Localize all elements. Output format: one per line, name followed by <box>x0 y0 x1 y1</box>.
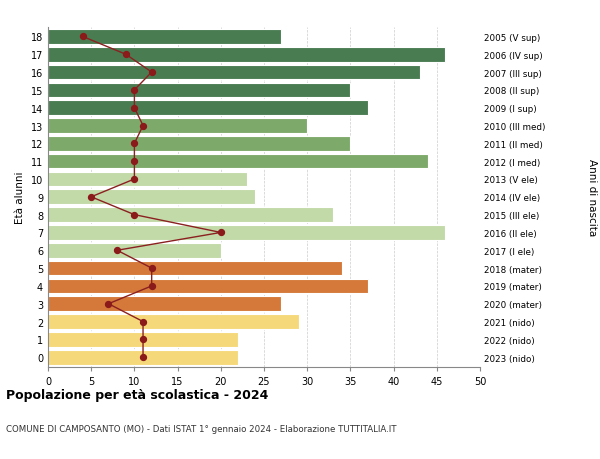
Text: COMUNE DI CAMPOSANTO (MO) - Dati ISTAT 1° gennaio 2024 - Elaborazione TUTTITALIA: COMUNE DI CAMPOSANTO (MO) - Dati ISTAT 1… <box>6 425 397 434</box>
Point <box>86 194 96 201</box>
Bar <box>48 155 428 169</box>
Bar <box>48 226 445 240</box>
Point <box>138 336 148 343</box>
Bar <box>48 332 238 347</box>
Bar <box>48 48 445 62</box>
Point <box>138 354 148 361</box>
Bar <box>48 243 221 258</box>
Point <box>147 69 157 77</box>
Point <box>138 123 148 130</box>
Point <box>130 105 139 112</box>
Bar <box>48 279 368 294</box>
Y-axis label: Età alunni: Età alunni <box>15 171 25 224</box>
Point <box>138 318 148 325</box>
Bar <box>48 119 307 134</box>
Point <box>104 300 113 308</box>
Text: Anni di nascita: Anni di nascita <box>587 159 597 236</box>
Point <box>130 87 139 95</box>
Bar <box>48 314 299 329</box>
Bar <box>48 84 350 98</box>
Point <box>130 140 139 148</box>
Bar <box>48 208 333 223</box>
Point <box>130 212 139 219</box>
Point <box>121 51 131 59</box>
Point <box>216 229 226 236</box>
Bar <box>48 30 281 45</box>
Point <box>112 247 122 254</box>
Point <box>78 34 88 41</box>
Point <box>130 176 139 183</box>
Point <box>147 283 157 290</box>
Text: Popolazione per età scolastica - 2024: Popolazione per età scolastica - 2024 <box>6 388 268 401</box>
Bar <box>48 137 350 151</box>
Bar <box>48 350 238 365</box>
Bar <box>48 261 342 276</box>
Bar <box>48 297 281 311</box>
Bar <box>48 172 247 187</box>
Bar <box>48 66 419 80</box>
Bar <box>48 101 368 116</box>
Point <box>147 265 157 272</box>
Point <box>130 158 139 166</box>
Bar <box>48 190 256 205</box>
